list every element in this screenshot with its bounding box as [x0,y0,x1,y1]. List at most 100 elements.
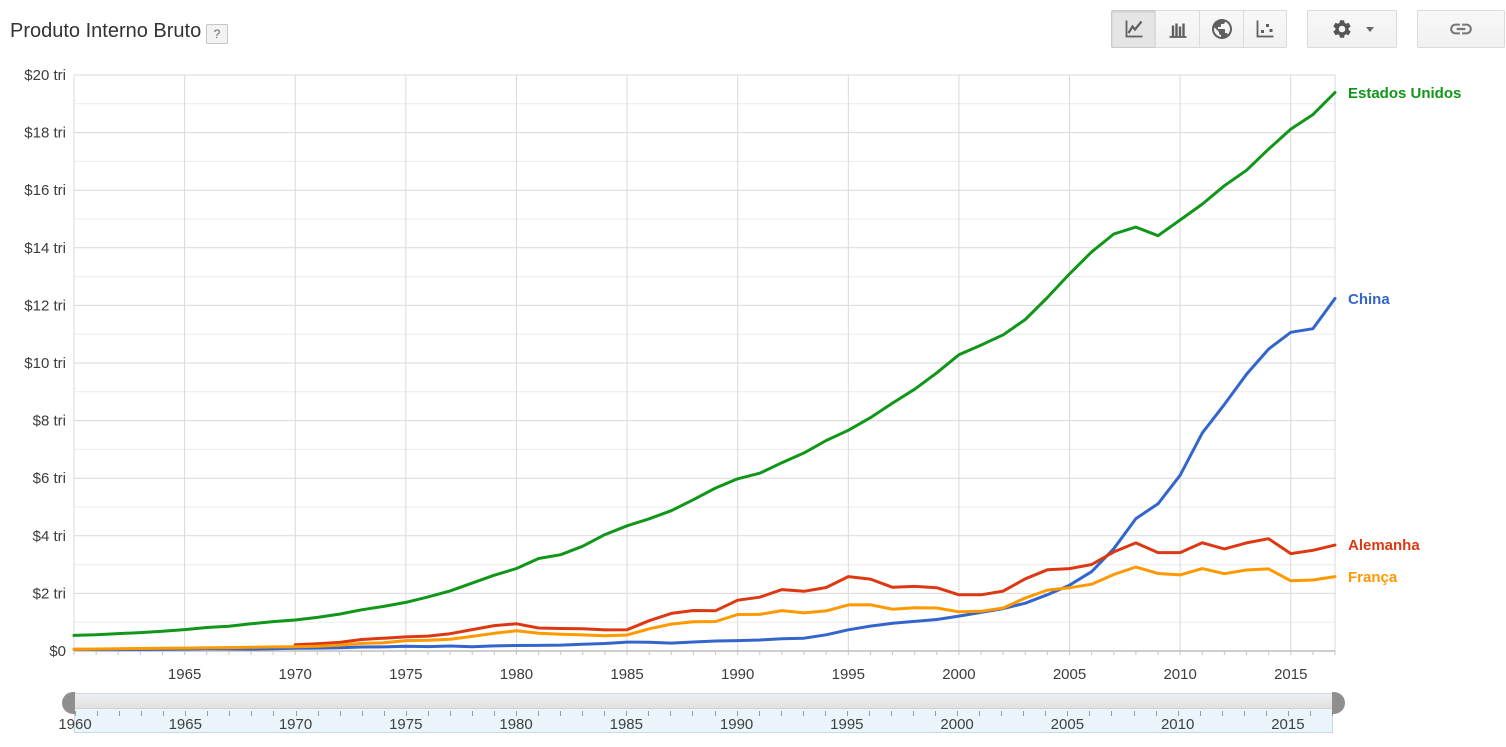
timeline-tick [846,711,848,716]
timeline-tick [957,711,959,716]
timeline-year-label: 1980 [499,716,533,733]
svg-text:1965: 1965 [168,666,201,683]
timeline-tick [868,711,870,716]
timeline-tick [251,711,253,716]
timeline-tick [935,711,937,716]
svg-text:1970: 1970 [279,666,312,683]
timeline-year-label: 1960 [58,716,92,733]
timeline-tick [1001,711,1003,716]
chart-plot-area: $0 $2 tri $4 tri $6 tri $8 tri $10 tri $12 tri… [24,67,1337,683]
chart-type-line-button[interactable] [1111,10,1155,48]
timeline-year-label: 1990 [719,716,754,733]
y-gridlines-minor [74,103,1335,623]
timeline-tick [780,711,782,716]
svg-text:$8 tri: $8 tri [33,413,66,430]
timeline-tick [582,711,584,716]
caret-down-icon [1365,26,1374,32]
timeline-tick [890,711,892,716]
scatter-chart-icon [1256,20,1274,38]
timeline-tick [560,711,562,716]
timeline-tick [207,711,209,716]
timeline-tick [1023,711,1025,716]
column-chart-icon [1169,23,1186,38]
series-line-Estados Unidos[interactable] [72,91,1337,637]
timeline-year-label: 1975 [389,716,423,733]
series-label-china: China [1348,290,1390,308]
map-globe-icon [1211,19,1232,39]
timeline-tick [97,711,99,716]
svg-text:1995: 1995 [832,666,865,683]
timeline-tick [229,711,231,716]
timeline-year-label: 2000 [940,716,974,733]
timeline-year-label: 2005 [1050,716,1085,733]
svg-text:2005: 2005 [1053,666,1086,683]
svg-text:2000: 2000 [942,666,975,683]
svg-text:$10 tri: $10 tri [24,355,66,372]
timeline-tick [692,711,694,716]
svg-text:$4 tri: $4 tri [33,528,66,545]
timeline-tick [758,711,760,716]
timeline-tick [449,711,451,716]
timeline-tick [1287,711,1289,716]
share-link-button[interactable] [1417,10,1505,48]
timeline-tick [736,711,738,716]
timeline-tick [1155,711,1157,716]
svg-text:$18 tri: $18 tri [24,125,66,142]
chart-type-button-group [1111,10,1287,48]
timeline-tick [273,711,275,716]
timeline-tick [824,711,826,716]
timeline-tick [714,711,716,716]
chart-type-scatter-button[interactable] [1243,10,1287,48]
link-icon [1450,23,1472,35]
y-gridlines-major [74,74,1335,594]
timeline-tick [339,711,341,716]
settings-button[interactable] [1307,10,1397,48]
svg-text:1990: 1990 [721,666,754,683]
timeline-left-handle[interactable] [62,692,75,714]
svg-text:1975: 1975 [389,666,422,683]
timeline-tick [802,711,804,716]
gear-icon [1332,20,1351,38]
timeline-tick [75,711,76,716]
svg-text:$12 tri: $12 tri [24,297,66,314]
timeline-tick [1177,711,1179,716]
timeline-tick [1045,711,1047,716]
timeline-year-label: 1965 [168,716,202,733]
svg-text:$6 tri: $6 tri [33,470,66,487]
chart-type-bar-button[interactable] [1155,10,1199,48]
timeline-tick [1199,711,1201,716]
series-label-franca: França [1348,568,1398,586]
timeline-tick [185,711,187,716]
timeline-tick [1111,711,1113,716]
timeline-right-handle[interactable] [1332,692,1345,714]
svg-text:2015: 2015 [1274,666,1307,683]
timeline-year-label: 2015 [1271,716,1305,733]
svg-text:2010: 2010 [1163,666,1196,683]
timeline-tick [979,711,981,716]
series-label-alemanha: Alemanha [1348,537,1420,555]
timeline-year-label: 1995 [830,716,864,733]
series-line-França[interactable] [72,565,1337,651]
svg-text:1980: 1980 [500,666,533,683]
timeline-tick [471,711,473,716]
timeline-tick [295,711,297,716]
timeline-range-bar[interactable] [75,695,1332,709]
timeline-tick [163,711,165,716]
svg-text:$20 tri: $20 tri [24,67,66,84]
y-axis-labels: $0 $2 tri $4 tri $6 tri $8 tri $10 tri $12 tri… [24,67,66,660]
series-line-China[interactable] [72,297,1337,652]
help-button[interactable]: ? [206,24,228,44]
series-line-Alemanha[interactable] [293,537,1337,647]
timeline-tick [516,711,518,716]
x-axis-year-ticks [73,651,1336,655]
timeline-tick [427,711,429,716]
timeline-tick [1309,711,1311,716]
chart-type-map-button[interactable] [1199,10,1243,48]
timeline-tick [119,711,121,716]
x-axis-labels: 1965 1970 1975 1980 1985 1990 1995 2000 2005 2010… [168,666,1308,683]
timeline-tick [670,711,672,716]
timeline-tick [538,711,540,716]
timeline-tick [383,711,385,716]
timeline-slider[interactable]: 1960 1965 1970 1975 1980 1985 1990 1995 2000 2005… [58,692,1345,733]
